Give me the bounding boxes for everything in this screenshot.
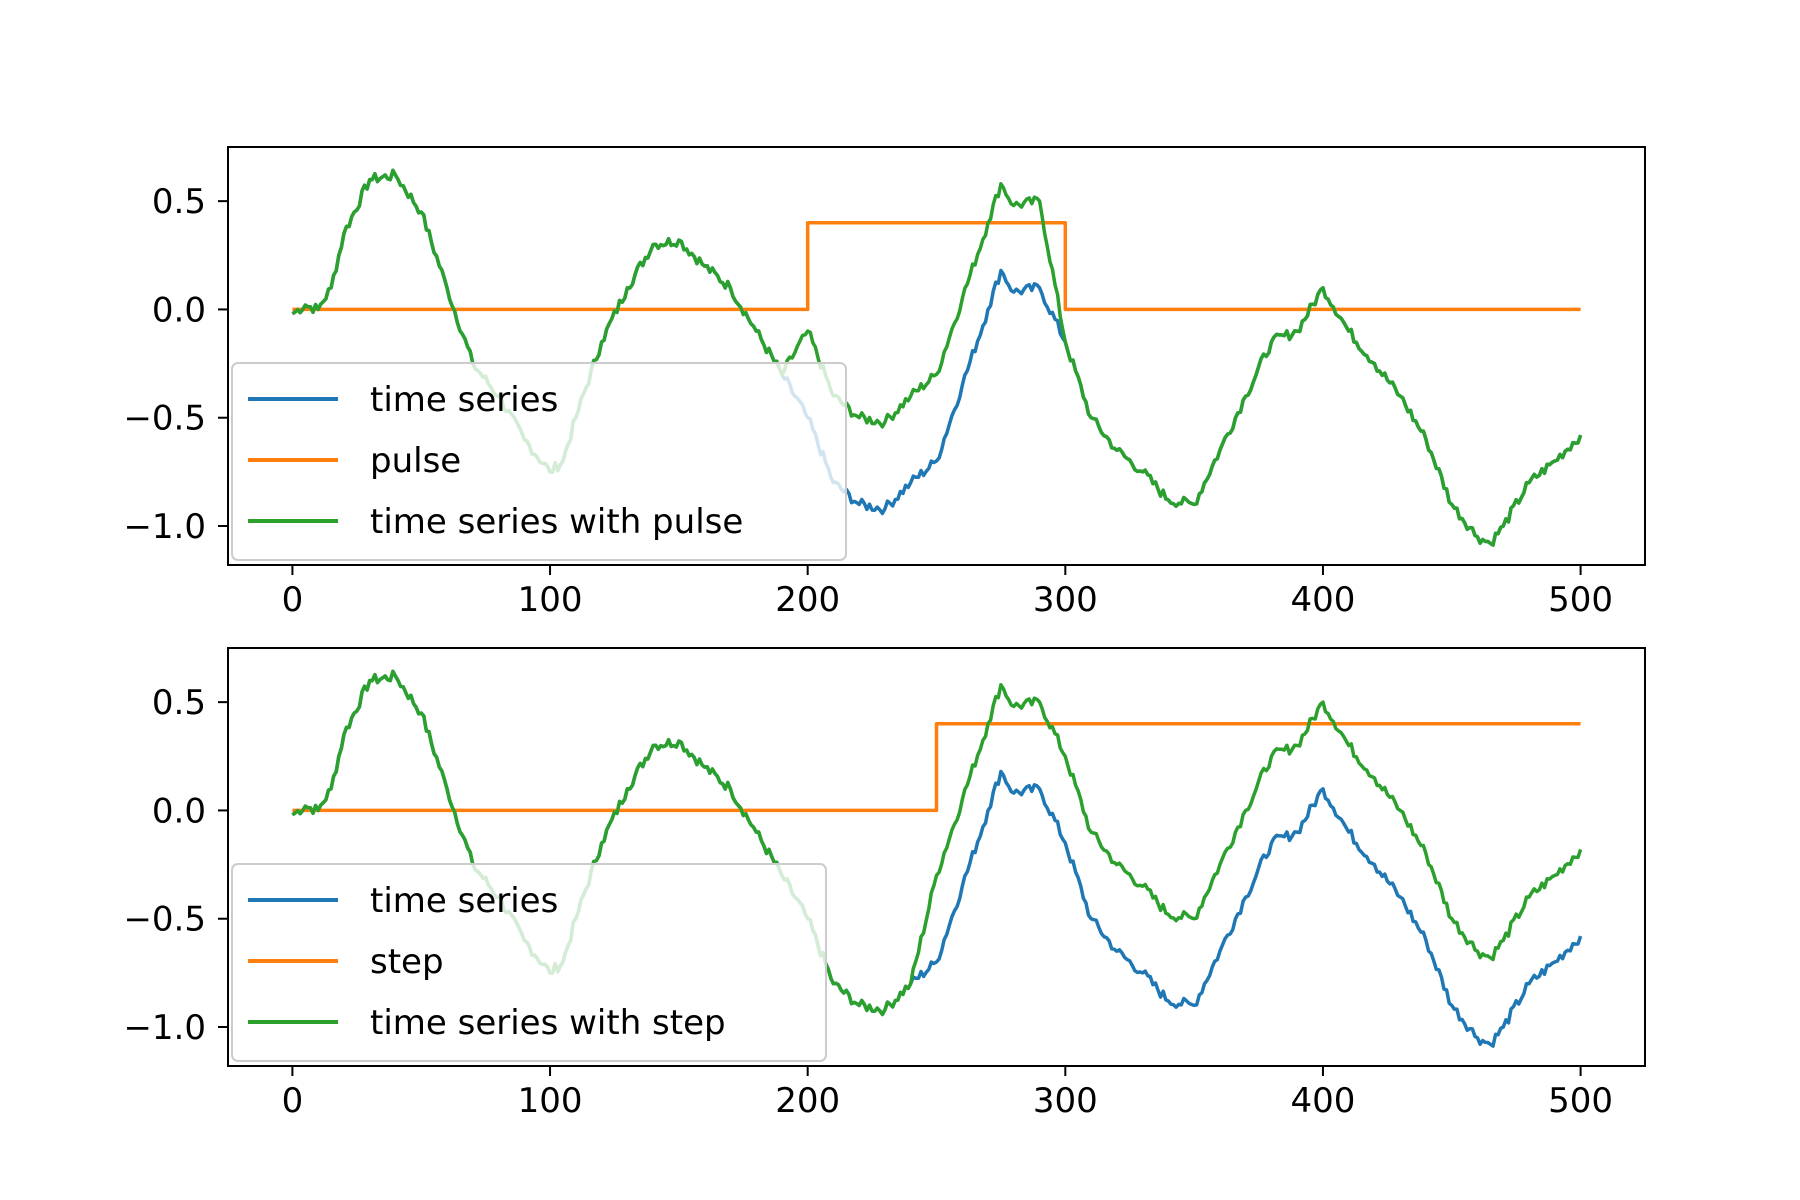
y-tick-label: 0.0 bbox=[152, 791, 206, 831]
y-tick-label: 0.5 bbox=[152, 182, 206, 222]
legend: time series pulse time series with pulse bbox=[231, 362, 847, 561]
legend-label: time series bbox=[370, 881, 558, 921]
legend-label: time series with step bbox=[370, 1003, 726, 1043]
legend-label: pulse bbox=[370, 441, 461, 481]
y-tick-label: −1.0 bbox=[123, 1008, 206, 1048]
x-tick-label: 300 bbox=[1033, 1081, 1098, 1121]
x-tick-label: 300 bbox=[1033, 580, 1098, 620]
bottom-panel-step: 0 100 200 300 400 500 0.5 0.0 −0.5 −1.0 time serie… bbox=[123, 647, 1646, 1121]
legend-box bbox=[231, 863, 827, 1062]
x-tick-label: 0 bbox=[282, 580, 304, 620]
y-tick-label: −0.5 bbox=[123, 900, 206, 940]
legend: time series step time series with step bbox=[231, 863, 827, 1062]
x-tick-label: 400 bbox=[1291, 1081, 1356, 1121]
top-panel-pulse: 0 100 200 300 400 500 0.5 0.0 −0.5 −1.0 time serie… bbox=[123, 146, 1646, 620]
y-tick-label: −0.5 bbox=[123, 399, 206, 439]
y-tick-label: 0.0 bbox=[152, 290, 206, 330]
x-tick-label: 400 bbox=[1291, 580, 1356, 620]
axes-frame bbox=[227, 647, 1646, 1067]
x-tick-label: 100 bbox=[518, 1081, 583, 1121]
series-line-pulse bbox=[292, 221, 1581, 312]
legend-box bbox=[231, 362, 847, 561]
legend-label: time series bbox=[370, 380, 558, 420]
legend-label: step bbox=[370, 942, 444, 982]
y-tick-label: −1.0 bbox=[123, 507, 206, 547]
legend-label: time series with pulse bbox=[370, 502, 743, 542]
x-tick-label: 0 bbox=[282, 1081, 304, 1121]
x-tick-label: 500 bbox=[1548, 1081, 1613, 1121]
x-tick-label: 500 bbox=[1548, 580, 1613, 620]
x-tick-label: 200 bbox=[775, 1081, 840, 1121]
axes-frame bbox=[227, 146, 1646, 566]
x-tick-label: 200 bbox=[775, 580, 840, 620]
x-tick-label: 100 bbox=[518, 580, 583, 620]
y-tick-label: 0.5 bbox=[152, 683, 206, 723]
